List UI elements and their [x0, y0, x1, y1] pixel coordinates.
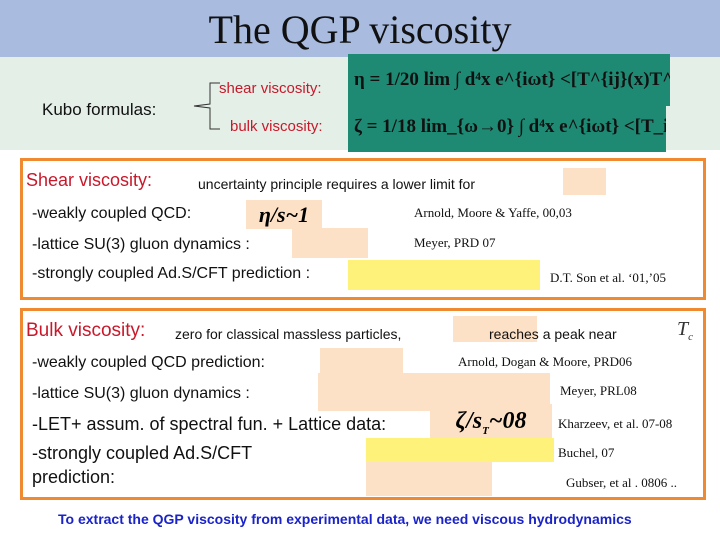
shear-row2-placeholder — [292, 228, 368, 258]
shear-row3-placeholder — [348, 260, 540, 290]
bulk-row3-ref: Kharzeev, et al. 07-08 — [558, 416, 673, 431]
bulk-heading: Bulk viscosity: — [26, 320, 146, 341]
footer-note: To extract the QGP viscosity from experi… — [58, 511, 632, 527]
bulk-row4-placeholder-2 — [366, 462, 492, 496]
bulk-row2: -lattice SU(3) gluon dynamics : — [32, 385, 250, 402]
shear-row1-formula: η/s~1 — [246, 200, 322, 229]
bulk-row4-ref1: Buchel, 07 — [558, 445, 615, 460]
shear-row3: -strongly coupled Ad.S/CFT prediction : — [32, 265, 311, 282]
bulk-intro: zero for classical massless particles, — [175, 326, 402, 342]
shear-row2: -lattice SU(3) gluon dynamics : — [32, 236, 250, 253]
bulk-intro-placeholder — [453, 316, 537, 342]
shear-formula-label: shear viscosity: — [219, 80, 322, 97]
bulk-row3: -LET+ assum. of spectral fun. + Lattice … — [32, 414, 387, 434]
shear-row3-ref: D.T. Son et al. ‘01,’05 — [550, 270, 667, 285]
bulk-row4-ref2: Gubser, et al . 0806 .. — [566, 475, 678, 490]
shear-row1: -weakly coupled QCD: — [32, 205, 192, 222]
shear-intro: uncertainty principle requires a lower l… — [198, 176, 475, 192]
bulk-row3-formula: ζ/sT~08 — [430, 404, 552, 438]
bulk-row1-placeholder — [320, 348, 403, 376]
bulk-formula-label: bulk viscosity: — [230, 118, 323, 135]
shear-row2-ref: Meyer, PRD 07 — [414, 235, 496, 250]
bulk-row1-ref: Arnold, Dogan & Moore, PRD06 — [458, 354, 633, 369]
shear-row1-ref: Arnold, Moore & Yaffe, 00,03 — [414, 205, 572, 220]
bulk-row4a: -strongly coupled Ad.S/CFT — [32, 443, 253, 463]
bulk-tc: Tc — [677, 318, 694, 343]
bulk-kubo-formula: ζ = 1/18 lim_{ω→0} ∫ d⁴x e^{iωt} <[T_i^i… — [348, 102, 666, 152]
bulk-row2-ref: Meyer, PRL08 — [560, 383, 637, 398]
bulk-row4b: prediction: — [32, 467, 116, 487]
bulk-intro2: reaches a peak near — [489, 326, 617, 342]
brace-icon — [193, 82, 220, 130]
shear-kubo-formula: η = 1/20 lim ∫ d⁴x e^{iωt} <[T^{ij}(x)T^… — [348, 54, 670, 106]
bulk-row4-placeholder-1 — [366, 438, 554, 462]
title-bar — [0, 0, 720, 57]
kubo-label: Kubo formulas: — [42, 100, 157, 119]
shear-heading: Shear viscosity: — [26, 170, 153, 190]
bulk-row1: -weakly coupled QCD prediction: — [32, 354, 265, 371]
slide-title: The QGP viscosity — [208, 7, 512, 52]
shear-bound-placeholder — [563, 168, 606, 195]
